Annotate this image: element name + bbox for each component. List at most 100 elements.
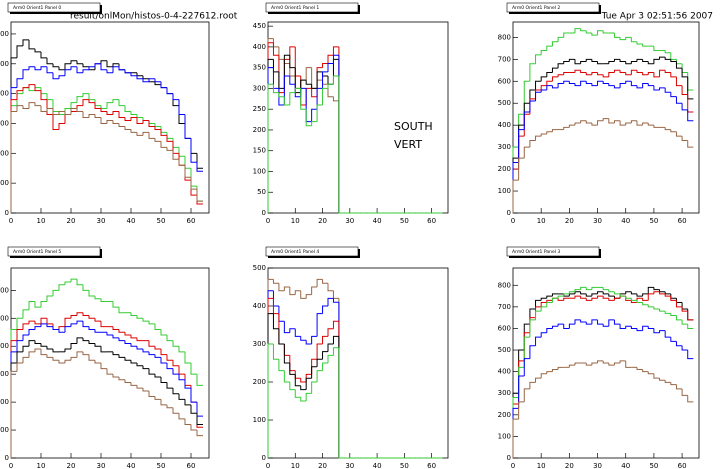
- histogram-step: [670, 129, 677, 133]
- histogram-step: [563, 32, 570, 38]
- x-tick-label: 60: [187, 217, 196, 225]
- histogram-step: [636, 293, 643, 297]
- histogram-step: [70, 356, 77, 361]
- histogram-step: [289, 363, 296, 375]
- x-tick-label: 50: [157, 462, 166, 469]
- histogram-step: [551, 41, 559, 47]
- histogram-step: [70, 60, 77, 64]
- histogram-step: [608, 83, 615, 87]
- histogram-step: [124, 117, 131, 121]
- histogram-step: [272, 279, 279, 284]
- histogram-step: [112, 66, 119, 73]
- histogram-step: [82, 337, 89, 342]
- y-tick-label: 600: [0, 30, 9, 38]
- histogram-step: [52, 108, 59, 116]
- timestamp: Tue Apr 3 02:51:56 2007: [601, 12, 713, 22]
- histogram-step: [540, 373, 547, 379]
- histogram-step: [540, 133, 547, 137]
- histogram-step: [10, 370, 17, 458]
- histogram-step: [574, 289, 581, 292]
- histogram-step: [16, 362, 23, 372]
- histogram-step: [540, 76, 547, 82]
- histogram-step: [613, 319, 621, 325]
- histogram-step: [289, 92, 296, 106]
- histogram-step: [124, 332, 131, 336]
- y-tick-label: 400: [498, 368, 511, 376]
- y-tick-label: 500: [0, 60, 9, 68]
- histogram-step: [630, 291, 637, 295]
- histogram-step: [154, 138, 161, 142]
- histogram-step: [58, 329, 65, 333]
- histogram-step: [591, 286, 598, 290]
- histogram-step: [70, 342, 77, 350]
- y-tick-label: 200: [498, 165, 511, 173]
- histogram-step: [523, 358, 530, 376]
- histogram-step: [613, 69, 621, 73]
- histogram-step: [580, 70, 587, 73]
- histogram-step: [523, 111, 530, 130]
- histogram-step: [94, 318, 101, 322]
- histogram-step: [563, 293, 570, 297]
- histogram-step: [630, 300, 637, 304]
- histogram-step: [580, 28, 587, 32]
- histogram-step: [670, 72, 677, 78]
- histogram-step: [46, 99, 53, 116]
- histogram-step: [100, 298, 107, 303]
- histogram-step: [16, 45, 23, 58]
- histogram-step: [52, 72, 59, 80]
- histogram-step: [64, 69, 71, 76]
- histogram-step: [76, 108, 83, 113]
- histogram-step: [311, 121, 318, 126]
- histogram-step: [675, 300, 683, 308]
- histogram-step: [675, 384, 683, 390]
- histogram-step: [523, 336, 530, 368]
- histogram-step: [619, 82, 626, 88]
- histogram-step: [630, 81, 637, 87]
- histogram-step: [178, 346, 185, 353]
- x-tick-label: 20: [565, 462, 574, 469]
- histogram-step: [294, 290, 301, 295]
- y-tick-label: 250: [253, 105, 266, 113]
- histogram-step: [625, 291, 632, 294]
- histogram-step: [540, 85, 547, 91]
- histogram-step: [184, 165, 191, 178]
- y-tick-label: 300: [0, 119, 9, 127]
- histogram-step: [322, 335, 328, 344]
- histogram-step: [563, 126, 570, 130]
- histogram-step: [184, 351, 191, 364]
- histogram-step: [664, 330, 671, 338]
- histogram-step: [100, 346, 107, 353]
- histogram-step: [647, 293, 654, 301]
- histogram-step: [166, 363, 173, 370]
- histogram-step: [664, 127, 671, 131]
- x-tick-label: 40: [621, 462, 630, 469]
- histogram-step: [118, 111, 125, 118]
- histogram-step: [608, 71, 615, 77]
- histogram-step: [112, 335, 119, 339]
- histogram-step: [16, 105, 23, 112]
- histogram-step: [112, 63, 119, 67]
- histogram-step: [636, 367, 643, 370]
- histogram-step: [118, 376, 125, 381]
- histogram-step: [40, 349, 47, 356]
- histogram-step: [154, 81, 161, 86]
- histogram-step: [551, 293, 559, 297]
- histogram-step: [82, 69, 89, 73]
- histogram-step: [196, 413, 203, 425]
- histogram-step: [166, 135, 173, 142]
- histogram-step: [529, 319, 536, 338]
- histogram-step: [278, 328, 285, 345]
- histogram-step: [283, 344, 290, 364]
- histogram-step: [681, 85, 688, 95]
- histogram-step: [585, 30, 592, 34]
- histogram-step: [687, 140, 694, 148]
- histogram-step: [58, 122, 65, 130]
- histogram-step: [675, 131, 683, 137]
- histogram-step: [34, 102, 41, 107]
- histogram-step: [597, 72, 604, 76]
- histogram-step: [94, 343, 101, 347]
- histogram-step: [22, 356, 29, 363]
- histogram-step: [580, 319, 587, 323]
- histogram-step: [52, 63, 59, 68]
- histogram-step: [130, 117, 137, 121]
